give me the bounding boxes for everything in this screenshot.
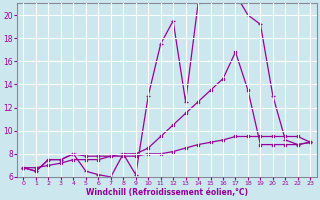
X-axis label: Windchill (Refroidissement éolien,°C): Windchill (Refroidissement éolien,°C) (86, 188, 248, 197)
